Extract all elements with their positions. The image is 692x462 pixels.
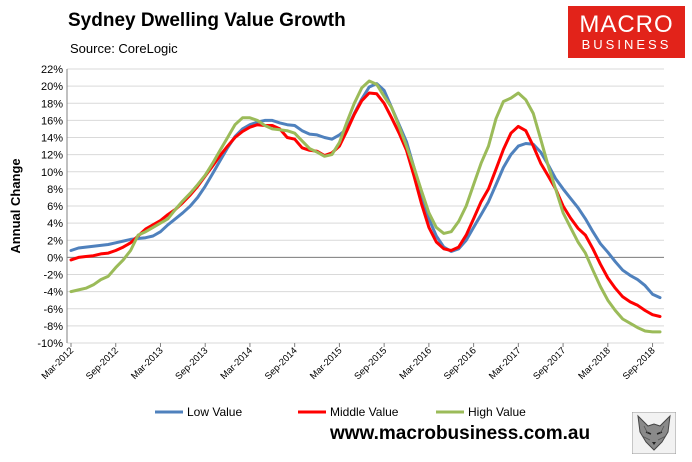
y-tick-label: 8%: [47, 184, 63, 196]
logo-line-1: MACRO: [579, 11, 674, 38]
y-tick-label: 20%: [41, 81, 63, 93]
legend-label: Middle Value: [330, 405, 399, 419]
gridlines: [67, 68, 664, 344]
x-tick-label: Mar-2012: [40, 345, 77, 382]
axes: [66, 69, 664, 343]
website-url: www.macrobusiness.com.au: [330, 423, 591, 444]
y-tick-label: 18%: [41, 98, 63, 110]
legend-label: Low Value: [187, 405, 242, 419]
logo-line-2: BUSINESS: [581, 37, 672, 52]
x-tick-label: Mar-2014: [219, 345, 256, 382]
y-tick-label: 10%: [41, 167, 63, 179]
y-tick-label: -8%: [43, 321, 63, 333]
x-tick-label: Sep-2016: [442, 345, 479, 382]
x-tick-label: Mar-2018: [576, 345, 613, 382]
x-tick-label: Mar-2013: [129, 345, 166, 382]
x-tick-label: Sep-2018: [621, 345, 658, 382]
series-line-middle-value: [69, 91, 662, 318]
y-tick-label: -4%: [43, 287, 63, 299]
y-tick-label: 6%: [47, 201, 63, 213]
macrobusiness-logo: MACRO BUSINESS: [568, 6, 685, 58]
y-axis-label: Annual Change: [8, 158, 23, 253]
legend-label: High Value: [468, 405, 526, 419]
series-line-low-value: [69, 82, 662, 300]
fox-logo-icon: [632, 412, 676, 454]
y-tick-label: 14%: [41, 133, 63, 145]
y-tick-label: 4%: [47, 218, 63, 230]
x-tick-label: Mar-2015: [308, 345, 345, 382]
y-tick-label: 2%: [47, 235, 63, 247]
y-tick-label: 0%: [47, 252, 63, 264]
x-tick-label: Sep-2012: [84, 345, 121, 382]
y-tick-label: -6%: [43, 304, 63, 316]
x-tick-label: Sep-2017: [531, 345, 568, 382]
series-line-high-value: [69, 79, 662, 334]
series-lines: [69, 79, 662, 334]
y-tick-label: -2%: [43, 270, 63, 282]
y-tick-label: -10%: [37, 338, 63, 350]
chart-title: Sydney Dwelling Value Growth: [68, 10, 346, 31]
chart-source: Source: CoreLogic: [70, 41, 178, 56]
x-tick-label: Sep-2013: [173, 345, 210, 382]
y-tick-label: 16%: [41, 115, 63, 127]
legend: Low Value Middle Value High Value: [155, 405, 526, 419]
x-axis-ticks: Mar-2012 Sep-2012 Mar-2013 Sep-2013 Mar-2014…: [40, 343, 658, 382]
x-tick-label: Sep-2015: [352, 345, 389, 382]
y-axis-ticks: -10% -8% -6% -4% -2% 0% 2% 4% 6% 8% 10% 12% 14% 16% 18…: [37, 64, 63, 350]
x-tick-label: Mar-2017: [487, 345, 524, 382]
x-tick-label: Sep-2014: [263, 345, 300, 382]
y-tick-label: 22%: [41, 64, 63, 76]
x-tick-label: Mar-2016: [397, 345, 434, 382]
y-tick-label: 12%: [41, 150, 63, 162]
